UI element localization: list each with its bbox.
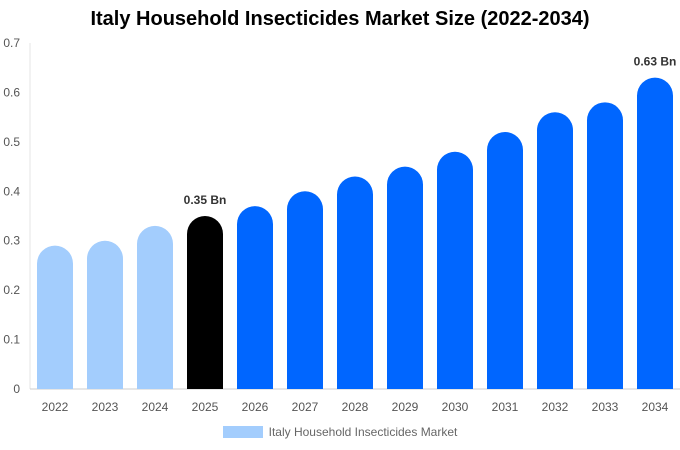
y-tick-label: 0.5 [3, 135, 20, 149]
x-tick-label: 2030 [442, 400, 469, 414]
y-tick-label: 0.4 [3, 184, 20, 198]
x-tick-label: 2028 [342, 400, 369, 414]
bar-2023 [87, 240, 123, 389]
x-tick-label: 2022 [42, 400, 69, 414]
legend: Italy Household Insecticides Market [0, 425, 680, 439]
bar-2026 [237, 206, 273, 389]
legend-swatch [222, 426, 263, 438]
data-label-2025: 0.35 Bn [184, 193, 227, 207]
x-tick-label: 2024 [142, 400, 169, 414]
bar-2030 [437, 151, 473, 389]
bar-2033 [587, 102, 623, 390]
x-tick-label: 2025 [192, 400, 219, 414]
x-tick-label: 2027 [292, 400, 319, 414]
y-tick-label: 0.7 [3, 36, 20, 50]
legend-label: Italy Household Insecticides Market [268, 425, 458, 439]
chart-title: Italy Household Insecticides Market Size… [90, 8, 590, 30]
y-tick-label: 0.6 [3, 85, 20, 99]
y-tick-label: 0.1 [3, 333, 20, 347]
y-tick-label: 0.2 [3, 283, 20, 297]
x-tick-label: 2023 [92, 400, 119, 414]
bar-2031 [487, 131, 523, 389]
bar-2027 [287, 191, 323, 389]
bar-2032 [537, 112, 573, 389]
x-tick-label: 2029 [392, 400, 419, 414]
x-tick-label: 2031 [492, 400, 519, 414]
bar-2034 [637, 77, 673, 389]
bar-2028 [337, 176, 373, 389]
bar-2025 [187, 216, 223, 389]
data-label-2034: 0.63 Bn [634, 55, 677, 69]
bar-2024 [137, 225, 173, 389]
bar-2022 [37, 245, 73, 389]
x-tick-label: 2033 [592, 400, 619, 414]
bar-2029 [387, 166, 423, 389]
x-tick-label: 2026 [242, 400, 269, 414]
x-tick-label: 2032 [542, 400, 569, 414]
x-tick-label: 2034 [642, 400, 669, 414]
y-tick-label: 0.3 [3, 234, 20, 248]
y-tick-label: 0 [13, 382, 20, 396]
